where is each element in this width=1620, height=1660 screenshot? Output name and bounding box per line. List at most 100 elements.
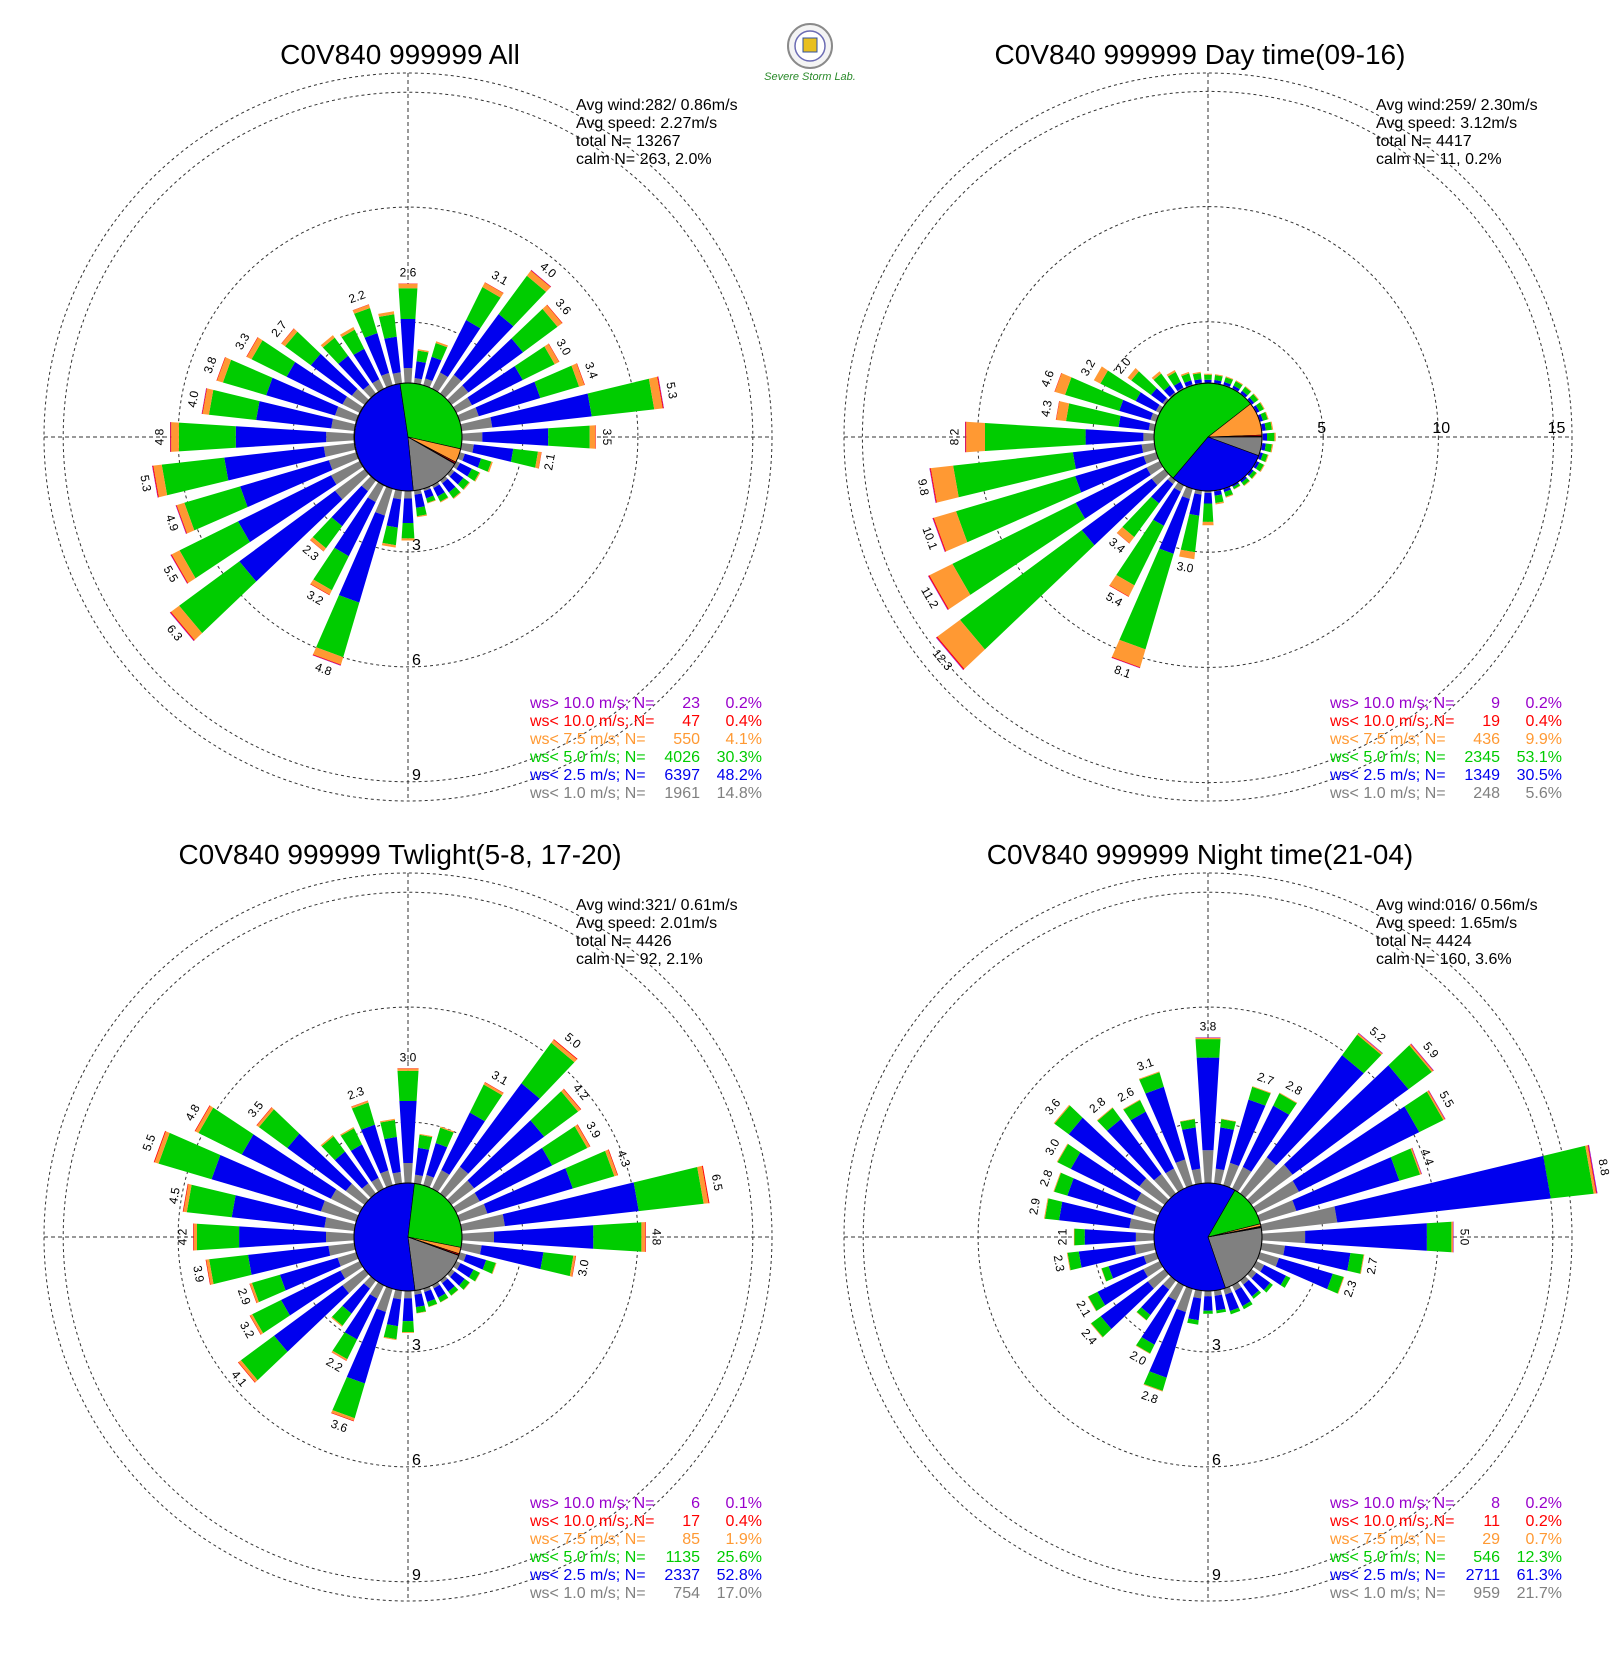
legend-label: ws< 1.0 m/s; N= [1329, 1585, 1446, 1602]
bar-segment [1182, 486, 1193, 499]
bar-segment [363, 1276, 376, 1289]
bar-segment [1265, 411, 1269, 420]
bar-segment [266, 377, 339, 416]
direction-bar: 9.8 [915, 443, 1156, 503]
bar-segment [1192, 371, 1201, 375]
bar-segment [342, 1269, 369, 1294]
bar-segment [553, 1039, 578, 1060]
bar-segment [1101, 1266, 1113, 1282]
direction-bar [320, 1135, 376, 1198]
bar-segment [432, 372, 448, 392]
bar-segment [249, 1283, 257, 1304]
bar-segment [538, 452, 542, 469]
bar-segment [1181, 373, 1192, 383]
bar-segment [153, 1130, 166, 1163]
legend-percent: 0.2% [726, 695, 762, 712]
direction-bar [1260, 443, 1274, 453]
bar-segment [1184, 380, 1193, 387]
bar-segment [320, 1135, 334, 1147]
bar-segment [1214, 490, 1222, 496]
bar-segment [201, 388, 207, 414]
bar-segment [1139, 1072, 1164, 1094]
bar-segment [937, 619, 985, 669]
bar-segment [1223, 1286, 1233, 1295]
bar-segment [449, 471, 464, 485]
direction-bar: 2.7 [1223, 1069, 1276, 1188]
bar-segment [467, 366, 523, 406]
legend-label: ws< 5.0 m/s; N= [1329, 1549, 1446, 1566]
bar-segment [392, 1172, 402, 1185]
outer-ring [43, 72, 773, 802]
direction-bar: 3.5 [462, 425, 614, 449]
bar-segment [1410, 1043, 1434, 1071]
bar-segment [231, 1195, 327, 1228]
legend-count: 6 [691, 1495, 700, 1512]
direction-bar: 4.4 [1257, 1147, 1437, 1222]
direction-bar [423, 486, 436, 504]
legend-label: ws< 10.0 m/s; N= [1329, 713, 1455, 730]
bar-segment [380, 1120, 397, 1140]
bar-segment [1224, 377, 1233, 385]
bar-segment [1176, 1286, 1193, 1313]
bar-tip-label: 8.1 [1112, 662, 1133, 681]
bar-tip-label: 2.8 [1037, 1168, 1056, 1189]
direction-bar: 5.5 [1253, 1088, 1457, 1213]
direction-bar [432, 482, 449, 503]
bar-segment [1087, 1296, 1097, 1312]
bar-segment [1279, 1092, 1298, 1104]
direction-bar [1136, 1276, 1176, 1321]
windrose-panel-2: 5 10 153.08.15.43.412.311.210.19.88.24.34.… [843, 39, 1573, 802]
bar-tip-label: 3.1 [489, 268, 511, 289]
bar-segment [1232, 385, 1240, 392]
bar-segment [440, 320, 481, 377]
bar-segment [1232, 1166, 1252, 1192]
bar-segment [1129, 1218, 1156, 1231]
bar-segment [1247, 469, 1254, 476]
bar-segment [1404, 1091, 1444, 1133]
bar-segment [1173, 381, 1184, 391]
bar-segment [565, 1150, 615, 1189]
direction-bar: 2.2 [324, 1282, 384, 1375]
bar-segment [426, 495, 436, 503]
legend-percent: 0.1% [726, 1495, 762, 1512]
direction-bar [1223, 1286, 1241, 1315]
bar-segment [384, 1136, 401, 1174]
bar-segment [1242, 1301, 1253, 1310]
bar-segment [1054, 1172, 1074, 1196]
bar-segment [350, 1144, 379, 1182]
bar-segment [1154, 1174, 1176, 1198]
direction-bar [331, 1276, 376, 1327]
bar-segment [154, 1131, 170, 1164]
direction-bar [423, 341, 448, 388]
bar-segment [459, 1083, 540, 1174]
legend-count: 6397 [664, 767, 700, 784]
bar-tip-label: 5.5 [1436, 1088, 1457, 1110]
logo-text: Severe Storm Lab. [764, 71, 856, 83]
bar-segment [1136, 1307, 1151, 1321]
bar-segment [414, 1174, 423, 1185]
bar-segment [1096, 1107, 1113, 1121]
bar-segment [1123, 1099, 1141, 1110]
bar-segment [1195, 1039, 1221, 1058]
direction-bar: 2.3 [1051, 1243, 1156, 1273]
bar-segment [480, 1245, 544, 1270]
direction-bar: 4.6 [1038, 368, 1159, 422]
bar-segment [569, 1255, 576, 1277]
bar-segment [1264, 443, 1272, 453]
direction-bar: 4.0 [185, 388, 356, 431]
bar-tip-label: 2.9 [235, 1286, 254, 1307]
bar-tip-label: 2.7 [1255, 1069, 1276, 1088]
bar-segment [345, 1183, 369, 1205]
legend-label: ws> 10.0 m/s; N= [1329, 695, 1455, 712]
legend-percent: 0.7% [1526, 1531, 1562, 1548]
bar-segment [416, 350, 429, 363]
bar-segment [1056, 401, 1070, 422]
bar-segment [171, 422, 179, 452]
bar-segment [1273, 1093, 1297, 1115]
bar-segment [1203, 492, 1213, 504]
bar-segment [467, 468, 480, 482]
bar-segment [1259, 402, 1265, 410]
bar-segment [313, 547, 349, 591]
bar-tip-label: 2.3 [1341, 1278, 1360, 1299]
bar-segment [170, 422, 172, 452]
